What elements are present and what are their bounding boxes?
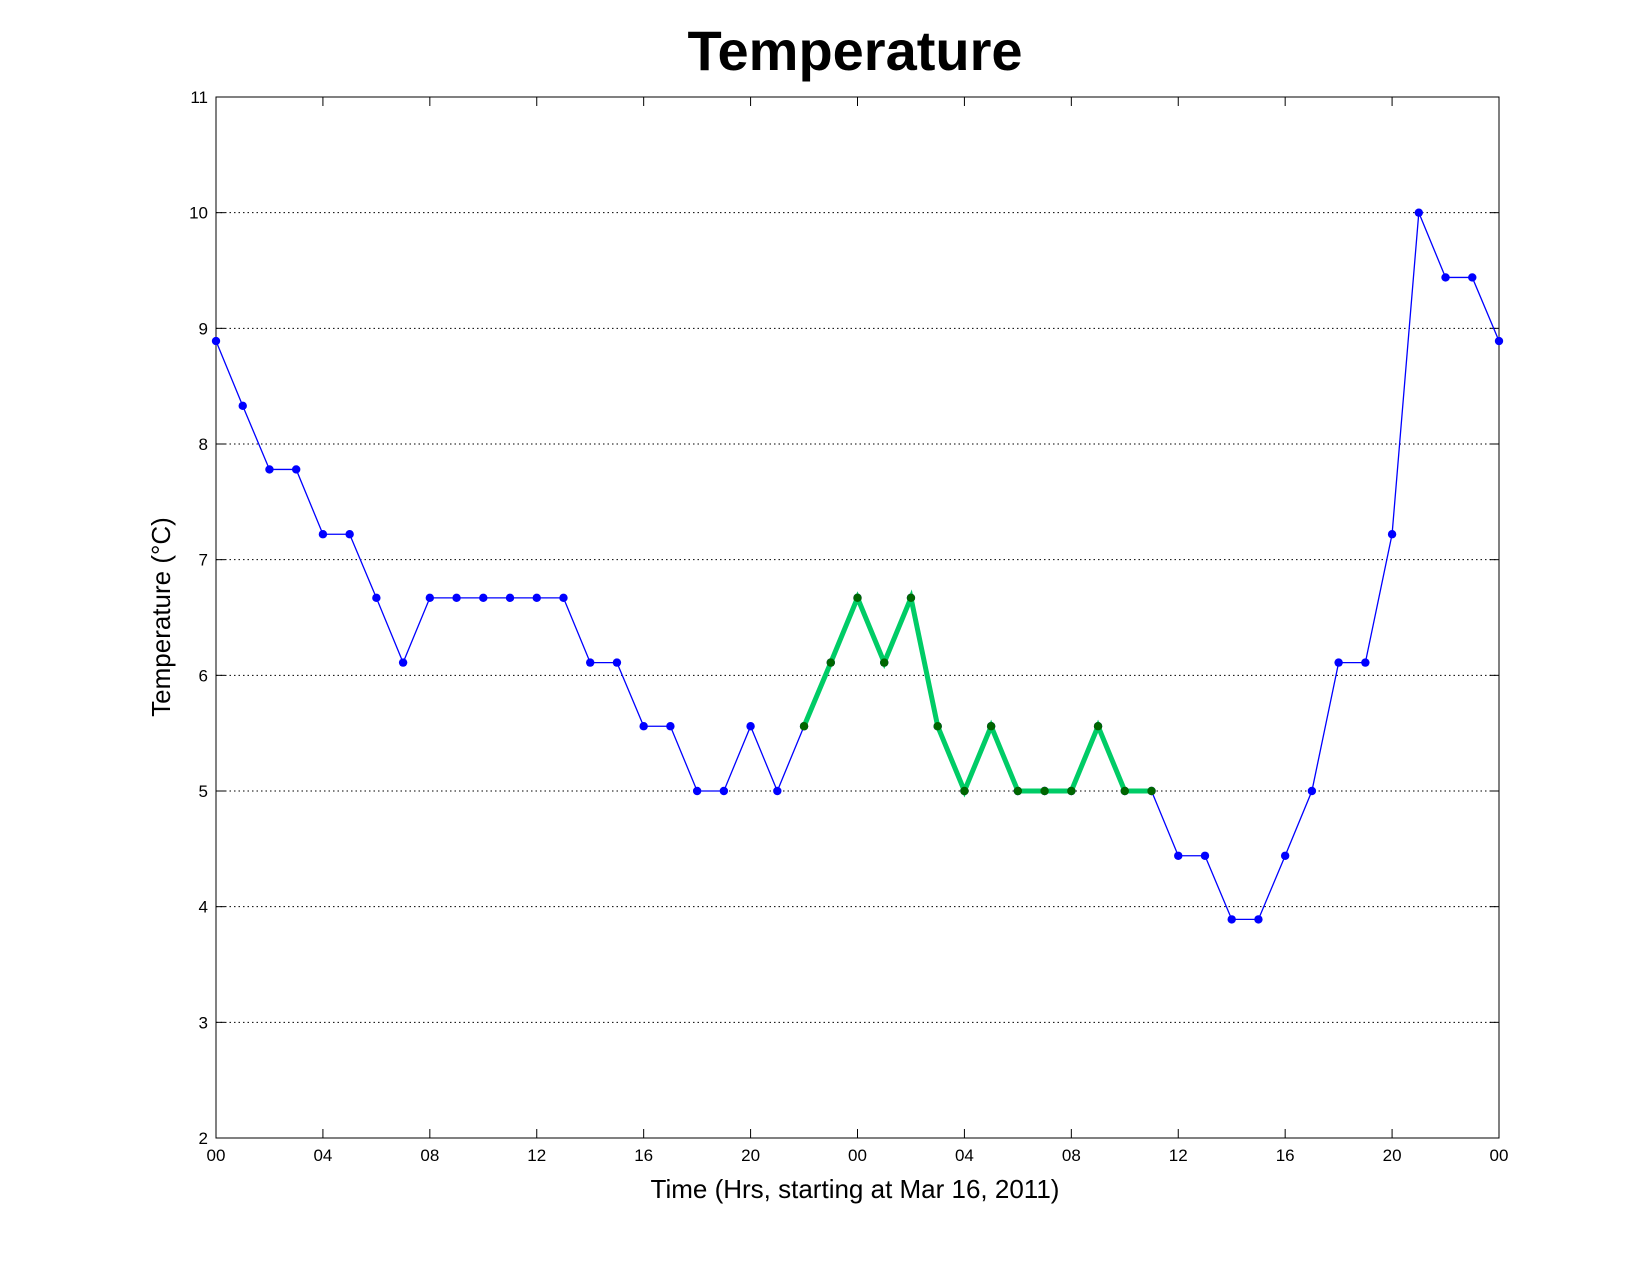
y-tick-label: 3: [199, 1013, 208, 1032]
y-tick-label: 9: [199, 319, 208, 338]
data-point: [933, 722, 942, 731]
axis-ticks: 2 3 4 5 6 7 8 9 10 11 00 04 08 12 16 20 00 04 08 12 16 20 00: [189, 88, 1508, 1165]
x-tick-label: 12: [1169, 1146, 1188, 1165]
data-point: [345, 530, 354, 539]
data-point: [398, 658, 408, 667]
x-tick-label: 08: [1062, 1146, 1081, 1165]
y-tick-label: 8: [199, 435, 208, 454]
data-point: [1227, 915, 1236, 924]
data-point: [1013, 786, 1023, 796]
data-point: [1280, 851, 1290, 860]
y-tick-label: 10: [189, 204, 208, 223]
x-tick-label: 16: [1276, 1146, 1295, 1165]
series-line: [801, 589, 1152, 798]
y-tick-label: 6: [199, 666, 208, 685]
x-tick-label: 04: [313, 1146, 332, 1165]
data-point: [666, 722, 675, 731]
data-point: [960, 786, 969, 796]
series-1: [211, 208, 1504, 924]
data-point: [1067, 786, 1076, 796]
data-point: [719, 786, 729, 796]
data-point: [1361, 658, 1370, 667]
chart-title: Temperature: [687, 19, 1022, 82]
data-point: [1387, 530, 1397, 539]
x-tick-label: 00: [1490, 1146, 1509, 1165]
data-point: [1093, 722, 1103, 731]
data-point: [559, 593, 568, 603]
plot-frame: [215, 96, 1500, 1139]
data-point: [1414, 208, 1424, 217]
data-point: [1040, 786, 1049, 796]
data-point: [291, 465, 301, 474]
data-point: [986, 722, 996, 731]
data-point: [1334, 658, 1343, 667]
data-point: [1200, 851, 1210, 860]
x-tick-label: 20: [741, 1146, 760, 1165]
data-point: [425, 593, 435, 603]
data-point: [639, 722, 648, 731]
grid-lines: [216, 212, 1499, 1023]
y-tick-label: 7: [199, 551, 208, 570]
series-line: [215, 212, 1500, 921]
data-point: [479, 593, 488, 603]
data-point: [853, 593, 862, 603]
data-point: [238, 401, 247, 411]
x-tick-label: 04: [955, 1146, 974, 1165]
data-point: [211, 336, 221, 346]
data-point: [773, 786, 782, 796]
x-tick-label: 20: [1383, 1146, 1402, 1165]
data-point: [318, 530, 328, 539]
x-tick-label: 12: [527, 1146, 546, 1165]
data-point: [880, 658, 889, 667]
data-point: [532, 593, 541, 603]
x-tick-label: 08: [420, 1146, 439, 1165]
data-point: [906, 593, 916, 603]
data-point: [586, 658, 595, 667]
x-tick-label: 00: [848, 1146, 867, 1165]
data-point: [826, 658, 835, 667]
series-2: [799, 589, 1156, 798]
data-point: [1147, 786, 1156, 796]
y-tick-label: 2: [199, 1129, 208, 1148]
data-point: [612, 658, 622, 667]
data-point: [1441, 273, 1450, 282]
data-series: [211, 208, 1504, 924]
y-tick-label: 5: [199, 782, 208, 801]
y-axis-label: Temperature (°C): [146, 517, 176, 717]
data-point: [692, 786, 702, 796]
data-point: [799, 722, 809, 731]
data-point: [452, 593, 461, 603]
y-tick-label: 11: [190, 88, 208, 107]
data-point: [1254, 915, 1263, 924]
x-tick-label: 00: [207, 1146, 226, 1165]
data-point: [265, 465, 274, 474]
data-point: [1174, 851, 1183, 860]
data-point: [1307, 786, 1317, 796]
x-axis-label: Time (Hrs, starting at Mar 16, 2011): [651, 1174, 1060, 1204]
data-point: [372, 593, 381, 603]
data-point: [746, 722, 755, 731]
data-point: [505, 593, 515, 603]
y-tick-label: 4: [199, 898, 208, 917]
data-point: [1468, 273, 1477, 282]
data-point: [1494, 336, 1504, 346]
data-point: [1120, 786, 1129, 796]
x-tick-label: 16: [634, 1146, 653, 1165]
